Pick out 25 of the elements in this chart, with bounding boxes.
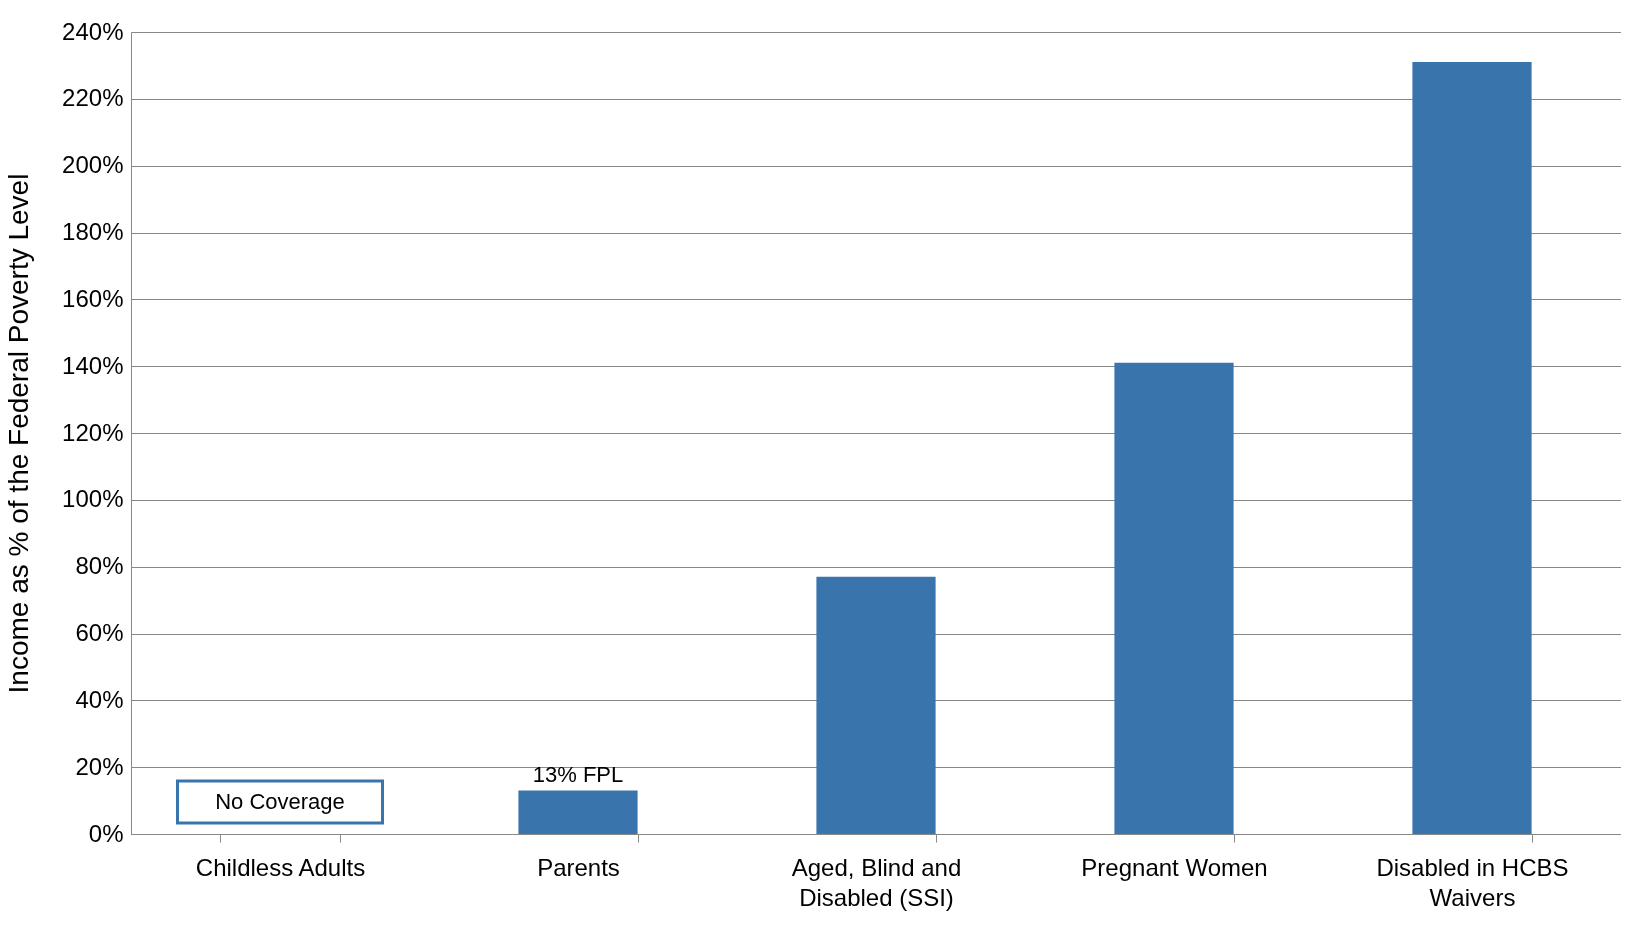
x-tick-label: Disabled in HCBS Waivers — [1376, 853, 1569, 911]
y-tick-label: 60% — [75, 619, 124, 646]
y-tick-label: 220% — [62, 84, 124, 112]
y-tick-label: 0% — [88, 819, 124, 847]
data-label: 13% FPL — [532, 761, 624, 787]
y-tick-label: 160% — [62, 284, 124, 312]
y-tick-label: 200% — [62, 151, 124, 179]
y-tick-label: 120% — [62, 418, 124, 446]
y-tick-label: 100% — [62, 485, 124, 513]
x-tick-label: Parents — [537, 853, 620, 881]
x-tick-label: Childless Adults — [195, 853, 366, 881]
x-tick-label: Pregnant Women — [1081, 853, 1268, 881]
y-tick-label: 240% — [62, 17, 124, 45]
y-axis-title: Income as % of the Federal Poverty Level — [3, 173, 35, 694]
bar — [518, 790, 638, 834]
x-tick-label: Aged, Blind and Disabled (SSI) — [791, 853, 962, 911]
y-tick-label: 140% — [62, 351, 124, 379]
bar — [1412, 62, 1532, 834]
bar — [816, 576, 936, 834]
y-tick-label: 40% — [75, 685, 124, 713]
annotation: No Coverage — [215, 789, 345, 814]
y-tick-label: 180% — [62, 218, 124, 245]
y-tick-label: 20% — [75, 752, 124, 780]
y-tick-label: 80% — [75, 552, 124, 580]
bar — [1114, 362, 1234, 834]
